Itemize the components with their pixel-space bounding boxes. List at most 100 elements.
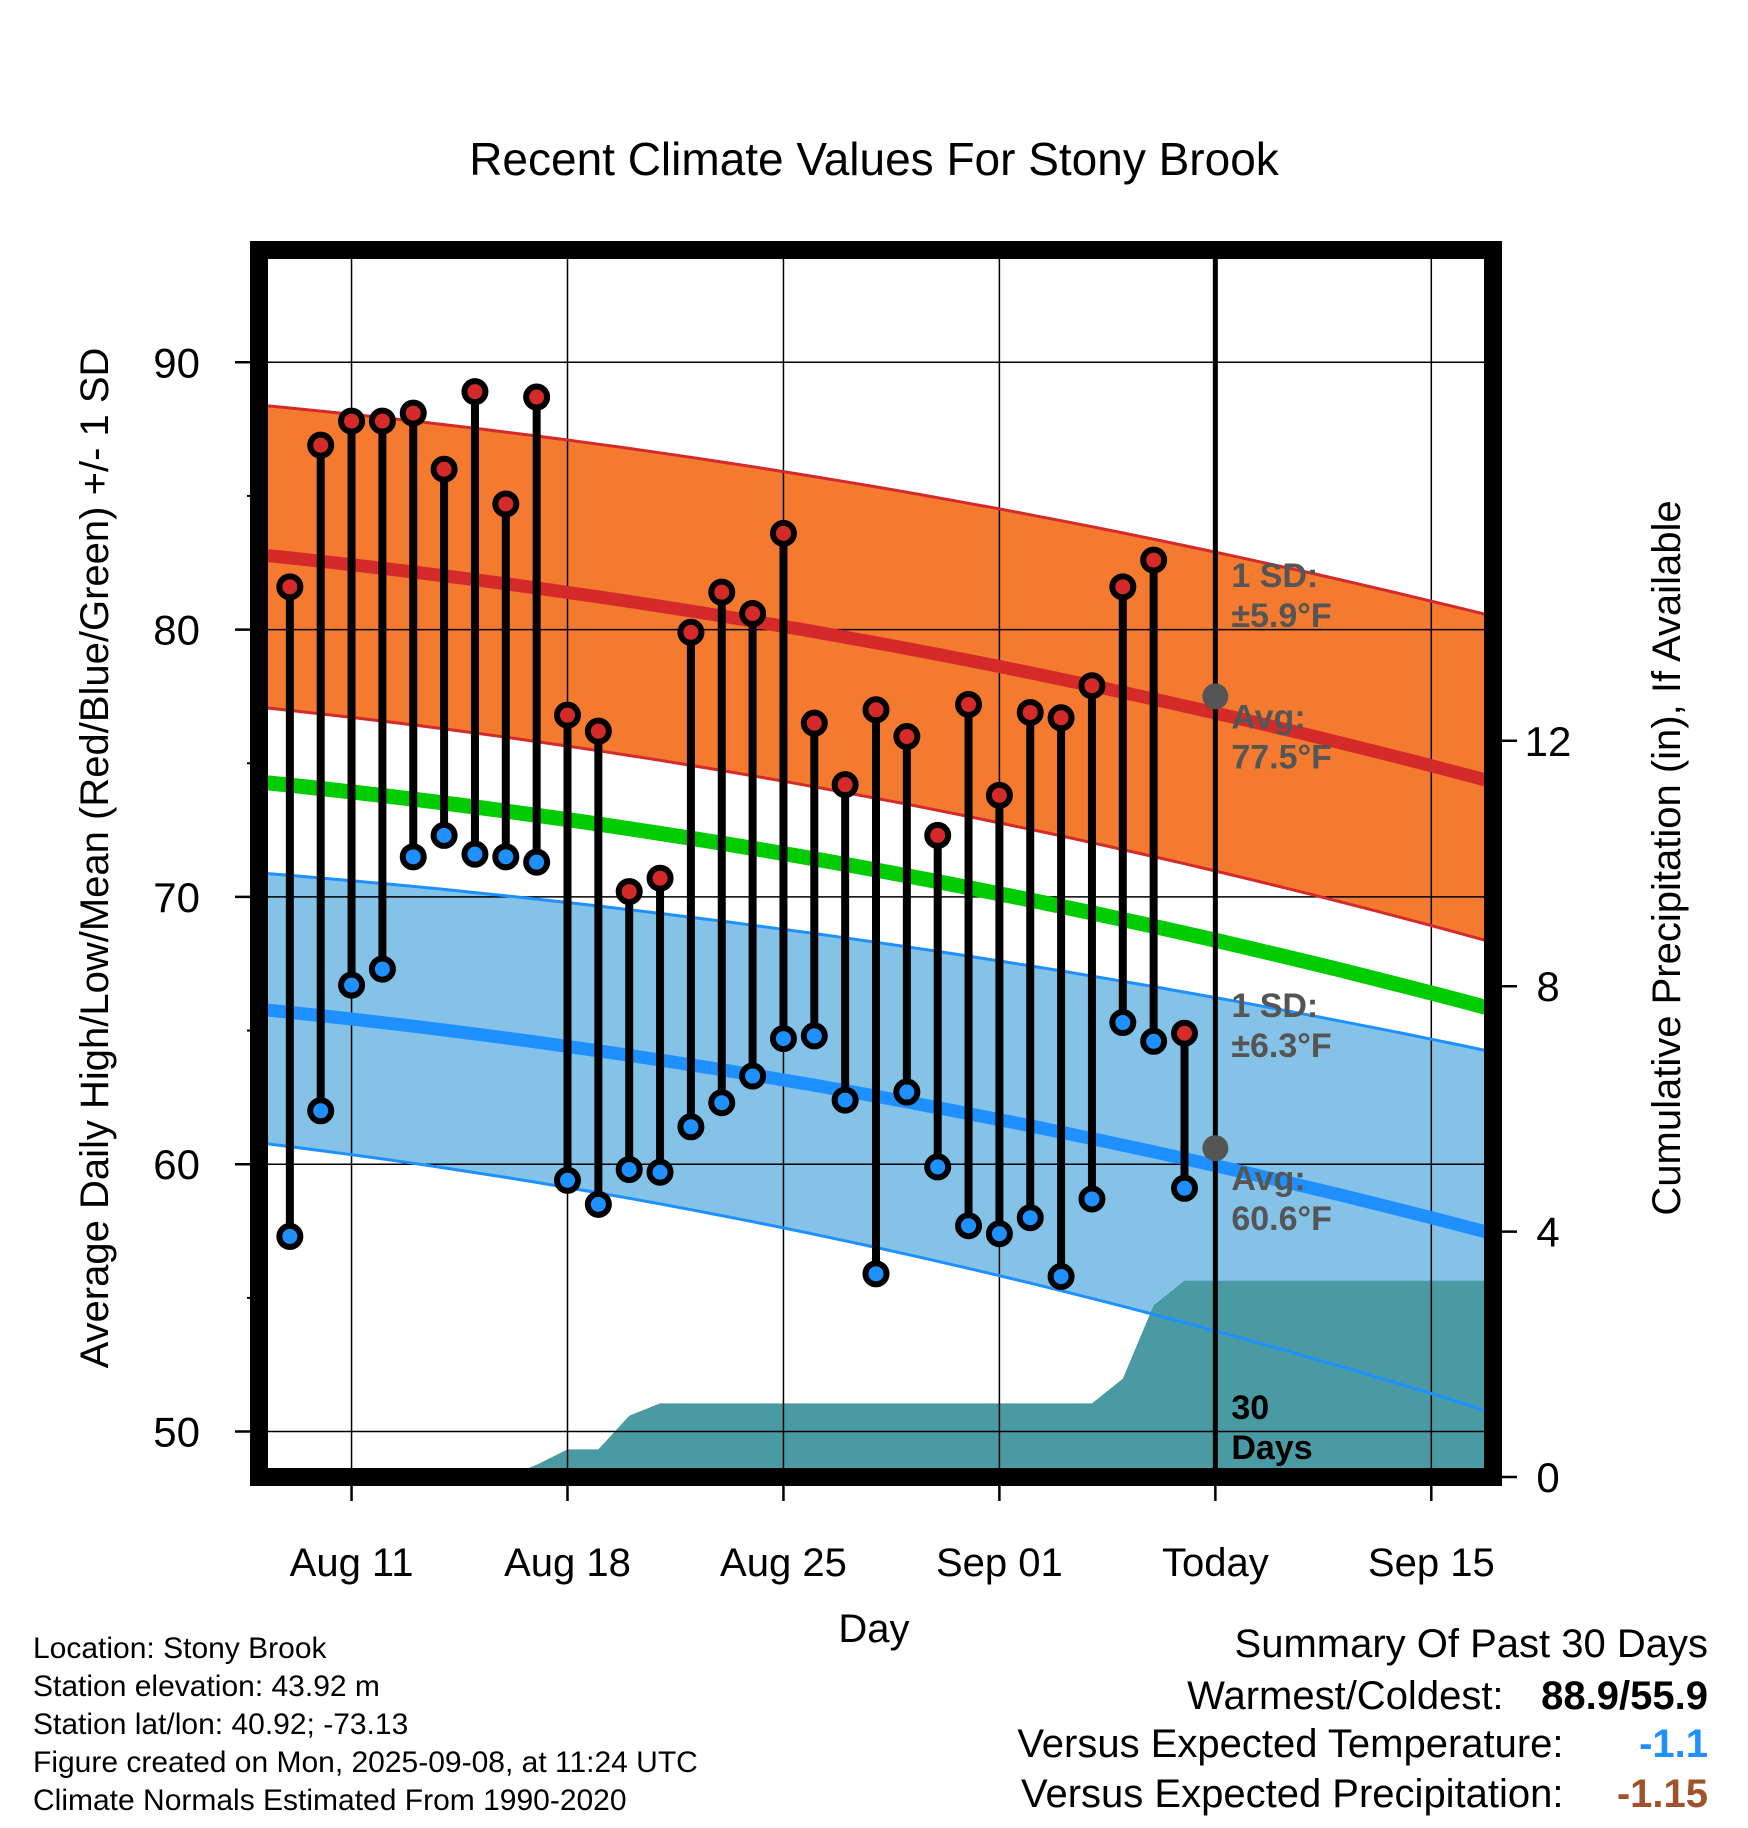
axes: 50 60 70 80 90 0 4 8 12 Aug 11 Aug 18 Aug 25 Sep 01 T… xyxy=(153,339,1571,1585)
normals-text: Climate Normals Estimated From 1990-2020 xyxy=(33,1784,627,1817)
daily-low-point xyxy=(862,1260,890,1288)
y-left-tick-label: 90 xyxy=(153,339,200,386)
y-left-tick-label: 80 xyxy=(153,607,200,654)
station-info: Location: Stony Brook Station elevation:… xyxy=(33,1630,698,1820)
daily-high-point xyxy=(307,431,335,459)
x-axis-label: Day xyxy=(838,1607,909,1651)
location-text: Location: Stony Brook xyxy=(33,1632,327,1665)
daily-high-point xyxy=(1109,573,1137,601)
high-avg-annotation-line: Avg: xyxy=(1231,698,1305,736)
y-left-tick-label: 50 xyxy=(153,1409,200,1456)
latlon-text: Station lat/lon: 40.92; -73.13 xyxy=(33,1708,409,1741)
daily-high-point xyxy=(862,696,890,724)
daily-high-point xyxy=(399,399,427,427)
daily-high-point xyxy=(831,771,859,799)
x-tick-label: Sep 01 xyxy=(936,1541,1063,1585)
daily-high-point xyxy=(677,618,705,646)
temp-departure-value: -1.1 xyxy=(1639,1722,1708,1766)
daily-high-point xyxy=(584,717,612,745)
daily-high-point xyxy=(554,701,581,729)
summary-temp-row: Versus Expected Temperature: -1.1 xyxy=(1017,1722,1708,1767)
x-tick-label: Aug 18 xyxy=(504,1541,631,1585)
today-low-avg-marker xyxy=(1202,1135,1229,1162)
daily-high-point xyxy=(893,723,921,751)
daily-high-point xyxy=(1140,546,1168,574)
daily-low-point xyxy=(615,1156,643,1184)
daily-low-point xyxy=(338,971,366,999)
daily-high-point xyxy=(615,878,643,906)
warm-cold-value: 88.9/55.9 xyxy=(1541,1674,1708,1718)
daily-low-point xyxy=(430,821,458,849)
daily-high-point xyxy=(1047,704,1075,732)
daily-low-point xyxy=(523,848,551,876)
daily-low-point xyxy=(677,1113,705,1141)
daily-low-point xyxy=(1171,1174,1198,1202)
summary-warm-cold-row: Warmest/Coldest: 88.9/55.9 xyxy=(1187,1674,1708,1719)
high-plus-sd-line xyxy=(259,403,1493,618)
elevation-text: Station elevation: 43.92 m xyxy=(33,1670,380,1703)
daily-low-point xyxy=(924,1153,952,1181)
daily-low-point xyxy=(399,843,427,871)
summary-heading-row: Summary Of Past 30 Days xyxy=(1235,1622,1708,1667)
daily-high-point xyxy=(276,573,304,601)
daily-high-point xyxy=(368,407,396,435)
low-avg-annotation-line: Avg: xyxy=(1231,1160,1305,1198)
daily-high-point xyxy=(461,378,489,406)
y-right-tick-label: 12 xyxy=(1525,718,1572,765)
y-left-tick-label: 70 xyxy=(153,874,200,921)
days-annotation-line: 30 xyxy=(1231,1389,1269,1427)
y-right-tick-label: 4 xyxy=(1536,1209,1559,1256)
warm-cold-label: Warmest/Coldest: xyxy=(1187,1674,1504,1718)
daily-range-stems xyxy=(276,378,1198,1291)
daily-high-point xyxy=(739,600,767,628)
daily-high-point xyxy=(523,383,551,411)
daily-high-point xyxy=(985,781,1013,809)
y-right-tick-label: 0 xyxy=(1536,1454,1559,1501)
daily-low-point xyxy=(1047,1263,1075,1291)
high-sd-annotation-line: 1 SD: xyxy=(1231,557,1318,595)
daily-high-point xyxy=(338,407,366,435)
low-avg-annotation-line: 60.6°F xyxy=(1231,1200,1332,1238)
daily-low-point xyxy=(1016,1204,1044,1232)
daily-high-point xyxy=(924,821,952,849)
today-line xyxy=(1202,250,1229,1477)
high-sd-annotation-line: ±5.9°F xyxy=(1231,597,1331,635)
temp-departure-label: Versus Expected Temperature: xyxy=(1017,1722,1564,1766)
low-sd-annotation-line: 1 SD: xyxy=(1231,987,1318,1025)
summary-heading: Summary Of Past 30 Days xyxy=(1234,1622,1708,1666)
low-sd-annotation-line: ±6.3°F xyxy=(1231,1027,1331,1065)
precip-cumulative-area xyxy=(259,1280,1493,1477)
daily-high-point xyxy=(1078,672,1106,700)
created-text: Figure created on Mon, 2025-09-08, at 11… xyxy=(33,1746,698,1779)
precipitation-area xyxy=(259,1280,1493,1477)
average-high-line xyxy=(259,548,1493,789)
daily-high-point xyxy=(800,709,828,737)
daily-high-point xyxy=(492,490,520,518)
summary-precip-row: Versus Expected Precipitation: -1.15 xyxy=(1021,1772,1708,1817)
y-left-tick-label: 60 xyxy=(153,1141,200,1188)
daily-low-point xyxy=(1109,1009,1137,1037)
daily-low-point xyxy=(584,1190,612,1218)
daily-low-point xyxy=(646,1158,674,1186)
daily-high-point xyxy=(708,578,736,606)
daily-low-point xyxy=(1140,1027,1168,1055)
daily-low-point xyxy=(554,1166,581,1194)
daily-high-point xyxy=(955,690,983,718)
daily-low-point xyxy=(461,840,489,868)
daily-high-point xyxy=(1016,698,1044,726)
precip-departure-label: Versus Expected Precipitation: xyxy=(1021,1772,1564,1816)
y-axis-label-left: Average Daily High/Low/Mean (Red/Blue/Gr… xyxy=(73,348,117,1369)
daily-low-point xyxy=(739,1062,767,1090)
daily-low-point xyxy=(985,1220,1013,1248)
plot-frame xyxy=(250,241,1502,1486)
daily-high-point xyxy=(430,455,458,483)
daily-low-point xyxy=(1078,1185,1106,1213)
x-tick-label: Sep 15 xyxy=(1368,1541,1495,1585)
x-tick-label: Aug 25 xyxy=(720,1541,847,1585)
high-avg-annotation-line: 77.5°F xyxy=(1231,738,1332,776)
daily-low-point xyxy=(831,1086,859,1114)
daily-low-point xyxy=(368,955,396,983)
daily-low-point xyxy=(893,1078,921,1106)
